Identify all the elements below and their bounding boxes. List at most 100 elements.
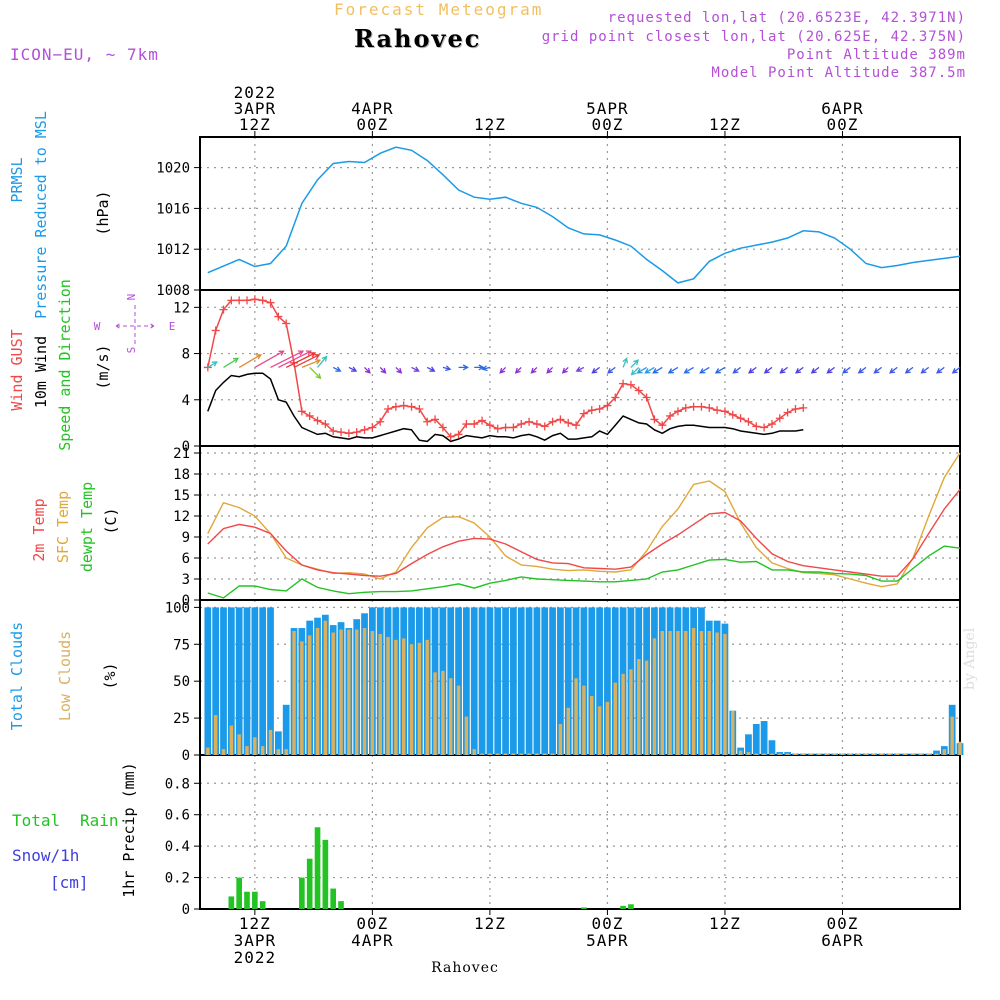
low-clouds-bar [848, 753, 853, 755]
wind-gust-marker [532, 420, 541, 429]
wind-gust-marker [313, 416, 322, 425]
wind-gust-marker [399, 401, 408, 410]
low-clouds-bar [409, 644, 414, 755]
wind-gust-marker [587, 406, 596, 415]
wind-gust-marker [775, 414, 784, 423]
bottom-time-label: 00Z [591, 914, 623, 933]
low-clouds-bar [903, 753, 907, 755]
wind-gust-marker [431, 415, 440, 424]
wind-direction-arrow [636, 366, 647, 374]
total-clouds-bar [564, 607, 572, 755]
precip-bar [322, 839, 329, 909]
total-clouds-bar [243, 607, 251, 755]
footer-location: Rahovec [431, 960, 499, 976]
pressure-label-msl: Pressure Reduced to MSL [32, 111, 50, 319]
wind-direction-arrow [683, 366, 694, 374]
low-clouds-bar [331, 632, 335, 755]
compass-n: N [125, 294, 138, 301]
wind-gust-marker [391, 402, 400, 411]
wind-gust-marker [454, 430, 463, 439]
total-clouds-bar [274, 731, 282, 755]
low-clouds-bar [535, 753, 539, 755]
pressure-line [207, 146, 961, 284]
wind-direction-arrow [332, 366, 342, 372]
wind-direction-arrow [842, 366, 851, 374]
temperature-ytick-label: 12 [173, 509, 190, 525]
wind-gust-marker [548, 417, 557, 426]
low-clouds-bar [323, 620, 328, 755]
wind-direction-arrow [748, 366, 757, 374]
low-clouds-bar [613, 682, 617, 755]
wind-gust-marker [384, 405, 393, 414]
low-clouds-bar [597, 706, 602, 755]
wind-direction-arrow [826, 366, 835, 374]
low-clouds-bar [746, 752, 751, 755]
temp-unit: (C) [102, 507, 120, 534]
wind-gust-marker [736, 414, 745, 423]
bottom-time-label: 12Z [239, 914, 271, 933]
wind-gust-marker [564, 418, 573, 427]
low-clouds-bar [958, 741, 962, 755]
low-clouds-bar [762, 753, 766, 755]
total-clouds-bar [933, 750, 940, 755]
wind-gust-marker [720, 407, 729, 416]
wind-gust-marker [626, 380, 635, 389]
low-clouds-bar [503, 753, 508, 755]
wind-gust-marker [321, 420, 330, 429]
low-clouds-bar [300, 641, 304, 755]
grid-point-coords: grid point closest lon,lat (20.625E, 42.… [541, 29, 966, 45]
sfc-temp-label: SFC Temp [54, 491, 72, 563]
bottom-time-label: 00Z [827, 914, 859, 933]
bottom-time-label: 6APR [821, 931, 864, 950]
wind-direction-arrow [889, 366, 898, 374]
wind-direction-arrow [936, 366, 945, 374]
low-clouds-bar [425, 639, 429, 755]
low-clouds-bar [793, 753, 798, 755]
total-clouds-bar [227, 607, 235, 755]
total-clouds-bar [752, 724, 760, 755]
wind-ytick-label: 12 [173, 300, 190, 316]
top-time-label: 12Z [709, 115, 741, 134]
clouds-frame [199, 599, 961, 756]
wind-direction-arrow [254, 350, 285, 368]
wind-gust-marker [274, 312, 283, 321]
wind-gust-marker [227, 296, 236, 305]
low-clouds-bar [919, 753, 923, 755]
wind-10m-label: 10m Wind [32, 336, 50, 408]
low-clouds-bar [221, 749, 226, 755]
low-clouds-bar [394, 639, 398, 755]
precip-bar [252, 891, 258, 909]
wind-gust-marker [462, 420, 471, 429]
total-clouds-bar [235, 607, 243, 755]
low-clouds-bar [574, 678, 578, 755]
top-time-label: 3APR [234, 99, 277, 118]
low-clouds-bar [276, 749, 281, 755]
low-clouds-bar [292, 631, 296, 755]
wind-gust-marker [540, 422, 549, 431]
wind-direction-arrow [474, 364, 485, 371]
low-clouds-bar [386, 636, 390, 755]
low-clouds-bar [856, 753, 860, 755]
wind-direction-arrow [622, 357, 628, 368]
precip-bar [581, 907, 587, 909]
total-clouds-bar [220, 607, 227, 755]
wind-gust-marker [595, 405, 604, 414]
wind-gust-marker [485, 421, 494, 430]
total-clouds-bar [478, 607, 486, 755]
precip-bar [306, 858, 313, 909]
wind-direction-arrow [630, 366, 640, 376]
low-clouds-bar [582, 685, 586, 755]
wind-gust-marker [297, 407, 306, 416]
wind-direction-arrow [514, 366, 522, 374]
wind-direction-arrow [561, 366, 569, 374]
wind-gust-label: Wind GUST [8, 329, 26, 410]
wind-direction-arrow [481, 365, 491, 372]
wind-direction-arrow [644, 366, 655, 374]
low-clouds-bar [707, 631, 712, 755]
compass-e: E [169, 320, 176, 333]
low-clouds-bar [872, 753, 876, 755]
low-clouds-bar [441, 670, 445, 755]
pressure-label-prmsl: PRMSL [8, 157, 26, 202]
wind-direction-arrow [795, 366, 804, 374]
